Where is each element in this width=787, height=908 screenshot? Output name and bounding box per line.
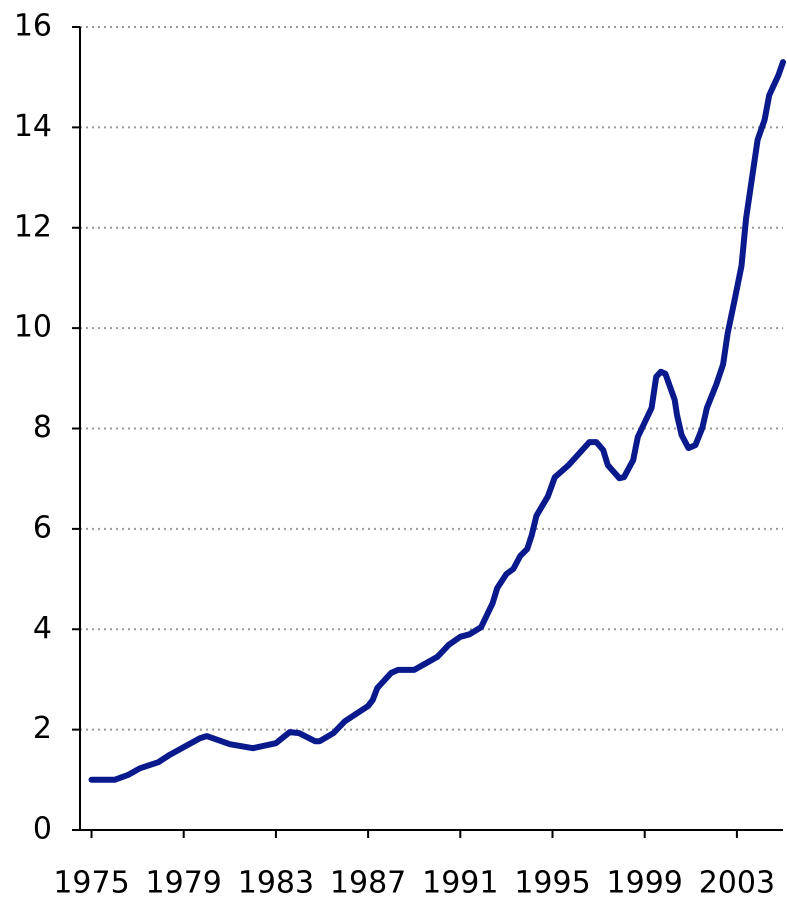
x-tick-label: 1995 xyxy=(514,866,590,901)
x-tick-label: 1983 xyxy=(238,866,314,901)
x-tick-label: 1979 xyxy=(146,866,222,901)
x-tick-label: 2003 xyxy=(699,866,775,901)
x-tick-label: 1991 xyxy=(422,866,498,901)
y-tick-label: 4 xyxy=(33,611,52,646)
x-tick-label: 1975 xyxy=(53,866,129,901)
y-tick-label: 8 xyxy=(33,410,52,445)
y-tick-label: 6 xyxy=(33,510,52,545)
y-tick-label: 12 xyxy=(14,209,52,244)
x-tick-label: 1999 xyxy=(607,866,683,901)
y-tick-label: 0 xyxy=(33,812,52,847)
x-tick-label: 1987 xyxy=(330,866,406,901)
y-tick-label: 2 xyxy=(33,711,52,746)
data-line xyxy=(88,59,786,783)
y-tick-label: 14 xyxy=(14,109,52,144)
y-tick-label: 16 xyxy=(14,9,52,44)
y-tick-label: 10 xyxy=(14,310,52,345)
